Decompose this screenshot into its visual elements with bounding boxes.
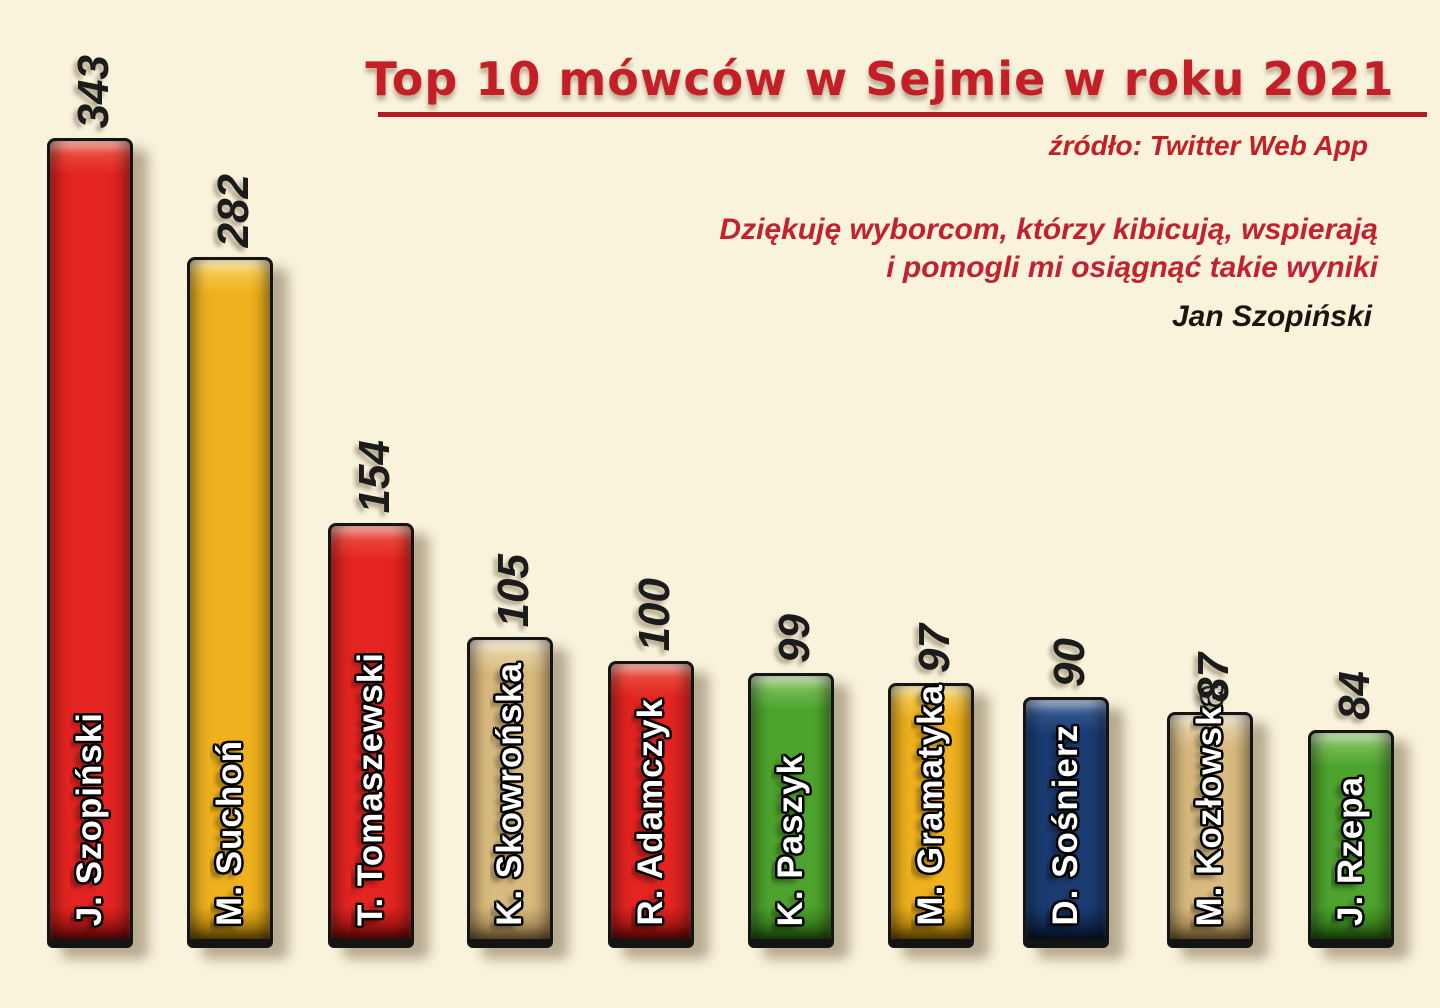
bar-value-wrap: 343 [47,55,133,128]
bar-name-label: K. Skowrońska [490,662,529,926]
bar-value-label: 84 [1330,671,1379,720]
source-label: źródło: Twitter Web App [1048,130,1368,161]
bar-name-label: T. Tomaszewski [351,651,390,926]
bar-value-wrap: 99 [748,614,834,663]
bar-8: D. Sośnierz [1023,697,1109,948]
bar-name-label: M. Kozłowska [1190,684,1229,926]
quote-block: Dziękuję wyborcom, którzy kibicują, wspi… [719,211,1378,287]
bar-name-wrap: J. Szopiński [50,712,130,926]
bar-name-label: M. Suchoń [210,740,249,926]
quote-line-2: i pomogli mi osiągnąć takie wyniki [886,251,1378,284]
bar-2: M. Suchoń [187,257,273,948]
bar-name-wrap: M. Gramatyka [891,684,971,926]
bar-name-wrap: M. Suchoń [190,740,270,926]
bar-value-label: 97 [910,624,959,673]
bar-value-label: 105 [489,553,538,627]
bar-name-wrap: J. Rzepa [1311,776,1391,926]
bar-value-wrap: 100 [608,578,694,651]
bar-value-label: 87 [1189,653,1238,702]
bar-name-wrap: T. Tomaszewski [331,652,411,926]
bar-4: K. Skowrońska [467,637,553,948]
bar-value-label: 154 [350,439,399,513]
bar-value-wrap: 87 [1167,653,1253,702]
bar-value-label: 282 [209,173,258,247]
bar-name-wrap: K. Paszyk [751,754,831,926]
bar-name-label: J. Rzepa [1331,776,1370,926]
bar-5: R. Adamczyk [608,661,694,948]
bar-value-label: 343 [69,54,118,128]
bar-name-wrap: M. Kozłowska [1170,685,1250,926]
bar-value-label: 99 [770,614,819,663]
chart-title: Top 10 mówców w Sejmie w roku 2021 [365,52,1395,106]
title-underline [378,112,1427,117]
bar-name-wrap: R. Adamczyk [611,698,691,926]
bar-name-wrap: D. Sośnierz [1026,724,1106,926]
bar-value-wrap: 282 [187,174,273,247]
bar-value-wrap: 105 [467,554,553,627]
bar-value-label: 100 [630,577,679,651]
bar-10: J. Rzepa [1308,730,1394,948]
quote-author: Jan Szopiński [1171,300,1372,333]
bar-name-label: M. Gramatyka [911,684,950,926]
bar-1: J. Szopiński [47,138,133,948]
bar-value-wrap: 84 [1308,671,1394,720]
bar-name-label: R. Adamczyk [631,698,670,926]
bar-value-label: 90 [1045,638,1094,687]
bar-value-wrap: 154 [328,440,414,513]
bar-9: M. Kozłowska [1167,685,1253,948]
bar-3: T. Tomaszewski [328,523,414,948]
bar-7: M. Gramatyka [888,683,974,948]
bar-value-wrap: 90 [1023,638,1109,687]
bar-name-label: K. Paszyk [771,753,810,926]
bar-name-label: D. Sośnierz [1046,724,1085,926]
bar-name-label: J. Szopiński [70,711,109,926]
quote-line-1: Dziękuję wyborcom, którzy kibicują, wspi… [719,213,1378,246]
bar-6: K. Paszyk [748,673,834,948]
bar-name-wrap: K. Skowrońska [470,662,550,926]
bar-value-wrap: 97 [888,624,974,673]
